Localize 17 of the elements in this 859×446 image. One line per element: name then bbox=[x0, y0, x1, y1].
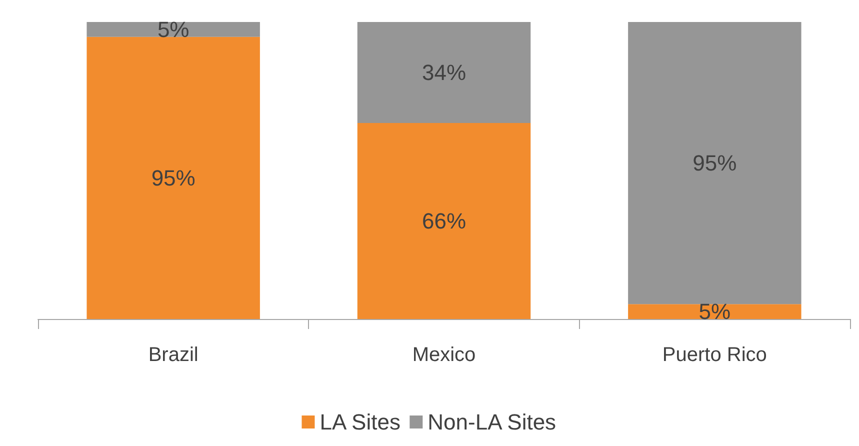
data-label: 5% bbox=[698, 299, 731, 324]
bar bbox=[86, 36, 260, 319]
x-tick-label: Brazil bbox=[148, 344, 198, 366]
x-tick-label: Puerto Rico bbox=[662, 344, 767, 366]
data-label: 95% bbox=[692, 150, 737, 176]
bar bbox=[86, 22, 260, 37]
bar bbox=[357, 22, 531, 123]
legend-label: LA Sites bbox=[320, 410, 400, 434]
data-label: 95% bbox=[151, 165, 196, 190]
data-label: 34% bbox=[422, 60, 466, 85]
bar bbox=[628, 22, 802, 304]
legend-label: Non-LA Sites bbox=[428, 410, 556, 434]
x-tick-label: Mexico bbox=[412, 344, 476, 366]
data-label: 66% bbox=[422, 208, 466, 234]
bar bbox=[628, 304, 802, 319]
bar bbox=[357, 122, 531, 319]
data-label: 5% bbox=[157, 16, 190, 42]
